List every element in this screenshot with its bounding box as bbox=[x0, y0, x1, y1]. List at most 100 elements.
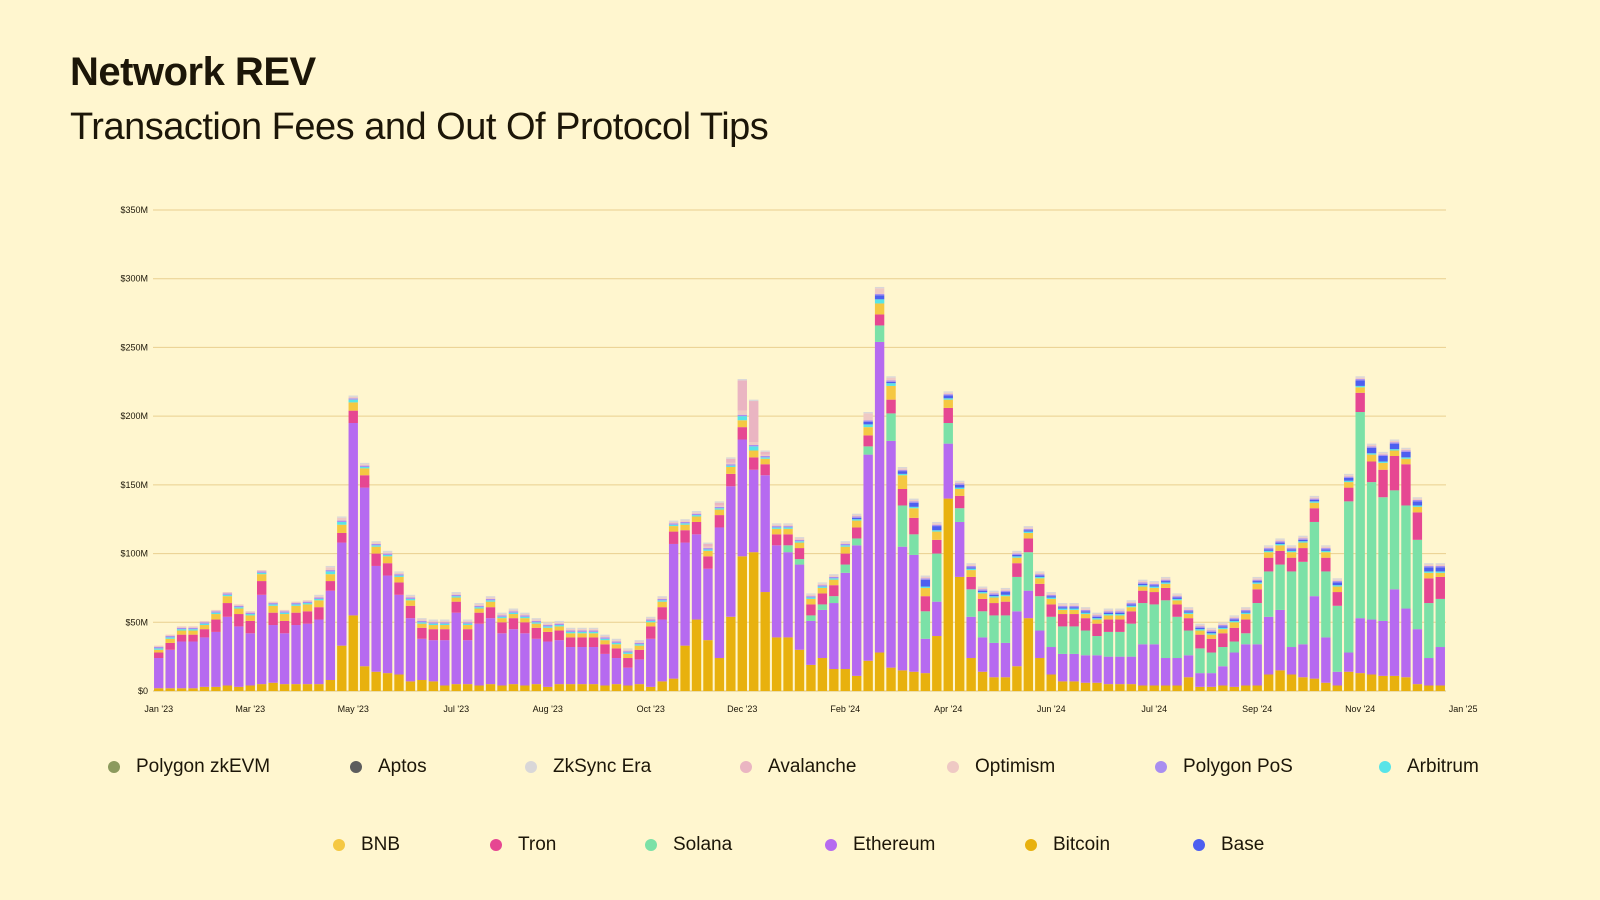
bar-segment-bnb bbox=[1309, 502, 1320, 509]
bar-segment-ethereum bbox=[1103, 656, 1114, 685]
bar-segment-bnb bbox=[806, 598, 816, 605]
bar-segment-solana bbox=[1206, 652, 1217, 674]
legend-label: Base bbox=[1221, 834, 1265, 855]
bar-segment-optimism bbox=[634, 641, 644, 643]
bar-segment-optimism bbox=[1069, 604, 1079, 606]
bar-segment-ethereum bbox=[188, 641, 198, 689]
bar-segment-solana bbox=[1252, 603, 1262, 645]
bar-segment-ethereum bbox=[874, 341, 885, 653]
bar-segment-base bbox=[1138, 583, 1148, 586]
bar-segment-bitcoin bbox=[234, 686, 244, 691]
bar-segment-ethereum bbox=[1023, 590, 1034, 619]
y-tick-label: $200M bbox=[120, 411, 148, 421]
bar-segment-ethereum bbox=[1126, 656, 1137, 685]
bar-segment-arbitrum bbox=[1080, 612, 1091, 615]
bar-segment-ethereum bbox=[977, 637, 988, 672]
bar-segment-ethereum bbox=[1046, 647, 1056, 675]
bar-segment-base bbox=[932, 526, 942, 531]
bar-segment-polygon-pos bbox=[520, 615, 530, 617]
bar-segment-ethereum bbox=[909, 554, 919, 672]
bar-segment-polygon-pos bbox=[154, 647, 164, 649]
bar-segment-polygon-pos bbox=[829, 576, 839, 579]
bar-segment-optimism bbox=[1092, 614, 1102, 616]
bar-segment-ethereum bbox=[176, 641, 187, 689]
bar-segment-polygon-pos bbox=[1149, 583, 1159, 586]
bar-segment-tron bbox=[1435, 576, 1445, 599]
bar-segment-tron bbox=[726, 473, 736, 487]
bar-segment-zksync-era bbox=[771, 523, 782, 525]
bar-segment-tron bbox=[1000, 601, 1011, 616]
bar-segment-ethereum bbox=[714, 527, 725, 659]
bar-segment-zksync-era bbox=[1321, 545, 1331, 547]
bar-segment-solana bbox=[1389, 490, 1400, 590]
bar-segment-base bbox=[966, 567, 976, 569]
bar-segment-solana bbox=[1401, 505, 1411, 609]
bar-segment-optimism bbox=[760, 454, 770, 456]
bar-segment-tron bbox=[909, 517, 919, 535]
bar-segment-ethereum bbox=[405, 618, 416, 682]
bar-segment-zksync-era bbox=[1218, 622, 1228, 624]
bar-segment-optimism bbox=[1183, 608, 1194, 610]
bar-segment-zksync-era bbox=[325, 565, 336, 568]
bar-segment-zksync-era bbox=[634, 640, 644, 642]
bar-segment-arbitrum bbox=[897, 473, 908, 476]
bar-segment-arbitrum bbox=[874, 299, 885, 304]
bar-segment-bnb bbox=[646, 622, 656, 627]
bar-segment-tron bbox=[337, 532, 347, 543]
bar-segment-bnb bbox=[417, 623, 427, 628]
bar-segment-bnb bbox=[176, 630, 187, 635]
bar-segment-arbitrum bbox=[1057, 608, 1068, 610]
bar-segment-bnb bbox=[348, 402, 358, 411]
bar-segment-tron bbox=[1412, 512, 1423, 540]
bar-segment-zksync-era bbox=[966, 563, 976, 565]
bar-segment-arbitrum bbox=[806, 597, 816, 599]
bar-segment-tron bbox=[1263, 557, 1274, 572]
bar-segment-zksync-era bbox=[474, 603, 484, 605]
bar-segment-ethereum bbox=[211, 631, 221, 687]
bar-segment-tron bbox=[531, 627, 542, 639]
bar-segment-tron bbox=[646, 626, 656, 639]
bar-segment-bitcoin bbox=[726, 616, 736, 691]
bar-segment-arbitrum bbox=[1229, 620, 1239, 623]
bar-segment-arbitrum bbox=[1035, 576, 1045, 579]
bar-segment-tron bbox=[634, 649, 644, 660]
bar-segment-ethereum bbox=[1206, 673, 1217, 687]
bar-segment-zksync-era bbox=[737, 379, 747, 381]
bar-segment-ethereum bbox=[1069, 653, 1079, 682]
bar-segment-tron bbox=[462, 629, 473, 641]
bar-segment-ethereum bbox=[817, 609, 828, 659]
bar-segment-solana bbox=[943, 423, 953, 444]
bar-segment-polygon-pos bbox=[543, 625, 553, 627]
bar-segment-optimism bbox=[646, 618, 656, 620]
bar-segment-bnb bbox=[1172, 600, 1182, 605]
bar-segment-solana bbox=[1241, 633, 1251, 645]
bar-segment-solana bbox=[783, 545, 793, 553]
bar-segment-ethereum bbox=[943, 443, 953, 499]
bar-segment-tron bbox=[211, 619, 221, 632]
bar-segment-bnb bbox=[1366, 454, 1377, 462]
bar-segment-ethereum bbox=[1263, 616, 1274, 675]
bar-segment-arbitrum bbox=[405, 598, 416, 601]
bar-segment-ethereum bbox=[1172, 658, 1182, 686]
bar-segment-solana bbox=[1332, 605, 1342, 672]
bar-segment-tron bbox=[1115, 619, 1125, 632]
bar-segment-base bbox=[1286, 549, 1297, 551]
bar-segment-solana bbox=[932, 553, 942, 602]
bar-segment-optimism bbox=[1275, 539, 1285, 542]
y-tick-label: $300M bbox=[120, 274, 148, 284]
bar-segment-bitcoin bbox=[291, 684, 301, 691]
bar-segment-tron bbox=[943, 407, 953, 424]
bar-segment-solana bbox=[874, 325, 885, 342]
bar-segment-bitcoin bbox=[1263, 674, 1274, 691]
x-tick-label: Nov '24 bbox=[1345, 704, 1375, 714]
bar-segment-bnb bbox=[1023, 532, 1034, 539]
bar-segment-base bbox=[1012, 554, 1022, 557]
bar-segment-arbitrum bbox=[211, 612, 221, 615]
bar-segment-base bbox=[897, 471, 908, 474]
stacked-bar-chart: $0 $50M $100M $150M $200M $250M $300M $350M Jan … bbox=[120, 205, 1477, 714]
bar-segment-optimism bbox=[176, 626, 187, 628]
bar-segment-bitcoin bbox=[211, 686, 221, 691]
bar-segment-zksync-era bbox=[531, 618, 542, 620]
bar-segment-arbitrum bbox=[966, 568, 976, 571]
bar-segment-zksync-era bbox=[1103, 608, 1114, 610]
